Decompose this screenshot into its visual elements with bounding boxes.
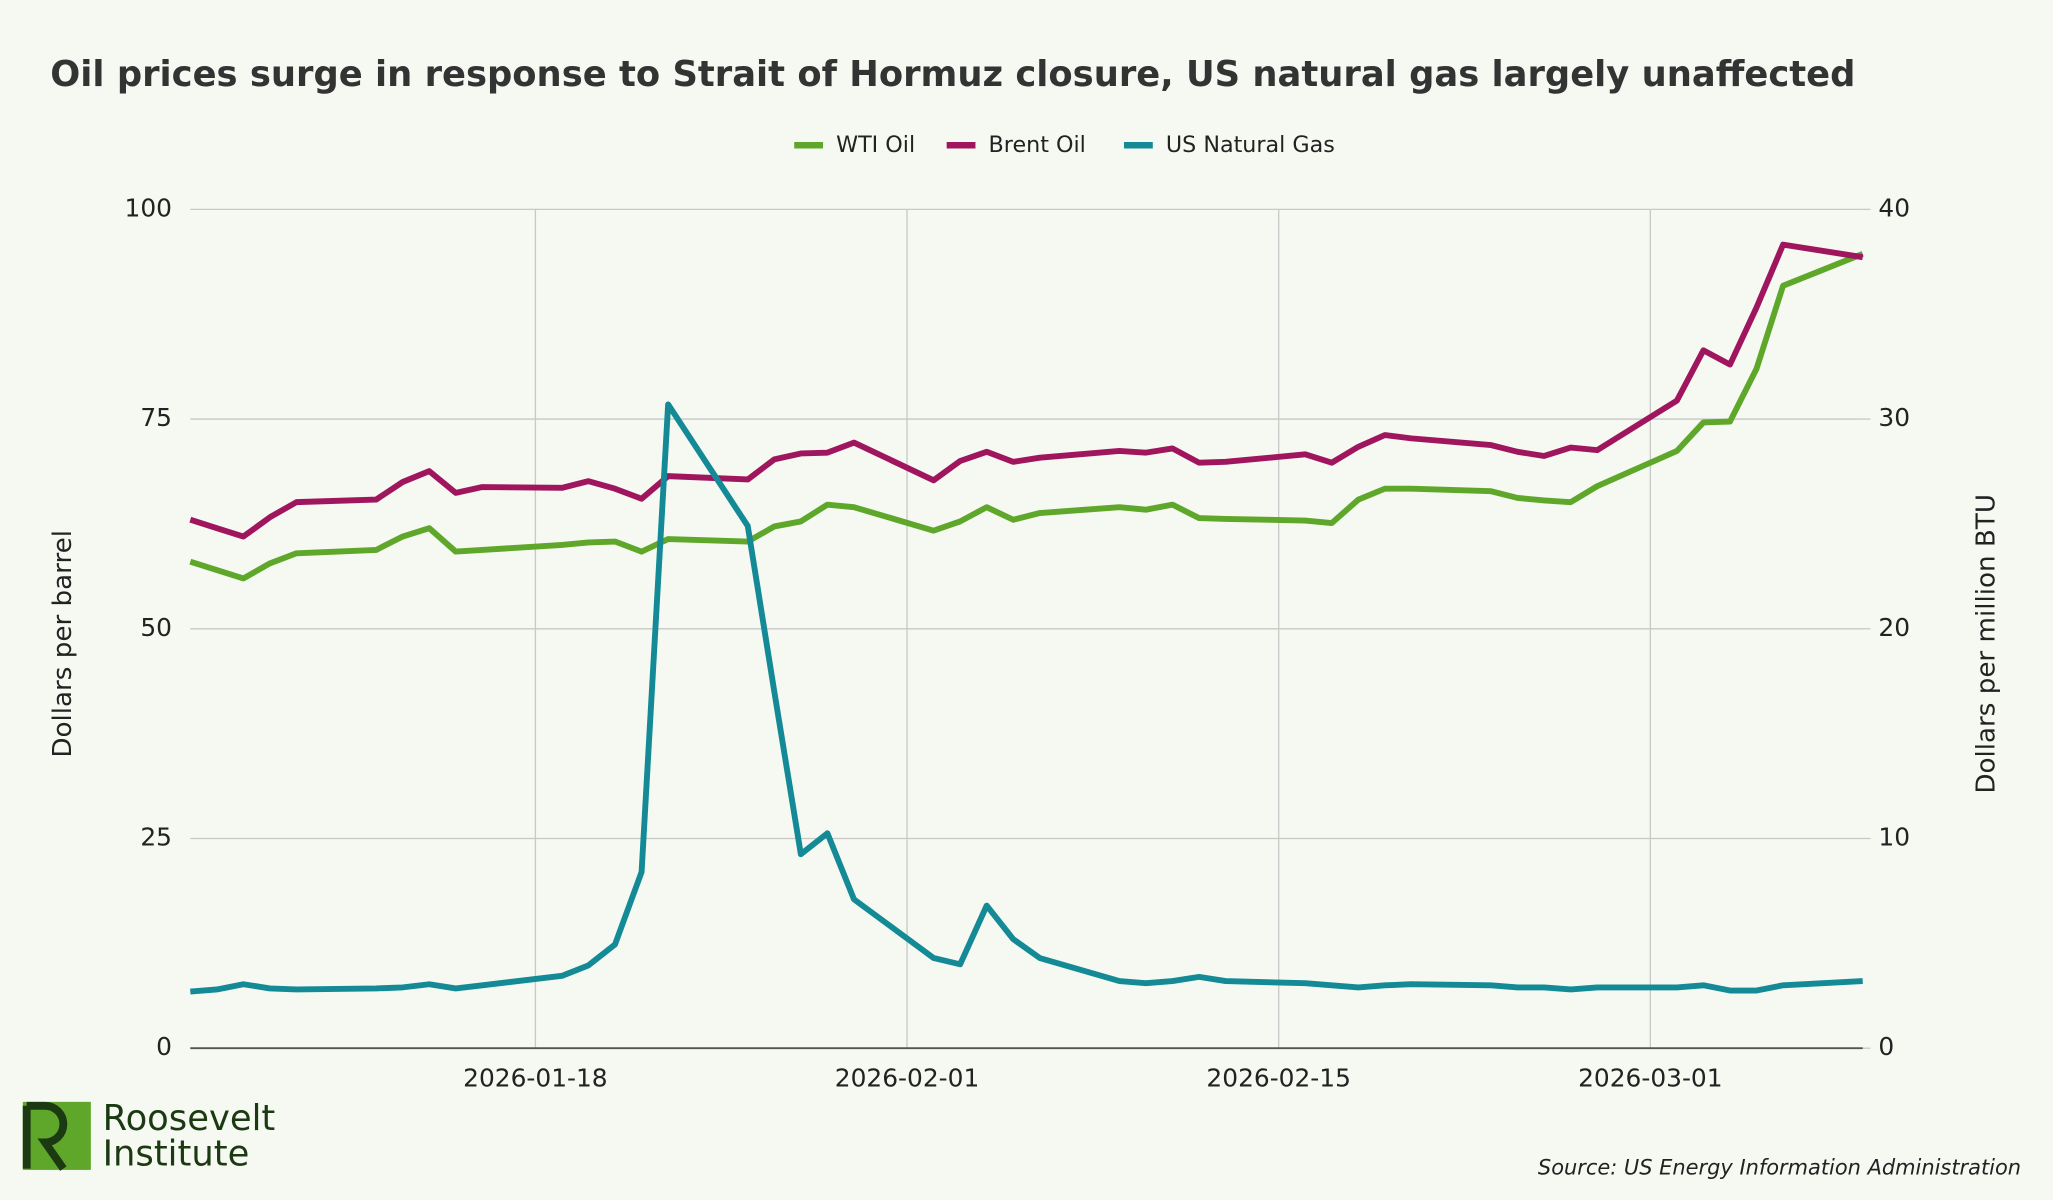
logo: Roosevelt Institute (22, 1098, 276, 1175)
y2-tick-label: 10 (1878, 822, 1910, 851)
legend-label: US Natural Gas (1166, 132, 1335, 158)
source-note: Source: US Energy Information Administra… (1538, 1156, 2021, 1180)
y-tick-label: 0 (156, 1032, 172, 1061)
series-line (190, 401, 1863, 995)
x-tick-label: 2026-02-15 (1206, 1064, 1350, 1093)
logo-letter (22, 1101, 68, 1171)
series-line (189, 251, 1864, 582)
y2-tick-label: 0 (1878, 1032, 1894, 1061)
legend-label: WTI Oil (836, 132, 915, 158)
y2-tick-label: 20 (1878, 613, 1910, 642)
y-tick-label: 50 (140, 613, 172, 642)
series-line (189, 241, 1864, 540)
y-tick-label: 75 (140, 403, 172, 432)
x-tick-label: 2026-02-01 (835, 1064, 979, 1093)
logo-text: Institute (103, 1134, 250, 1175)
legend-label: Brent Oil (989, 132, 1086, 158)
y-tick-label: 100 (125, 193, 172, 222)
logo-text: Roosevelt (103, 1098, 276, 1139)
y2-axis-title: Dollars per million BTU (1972, 494, 2002, 794)
y-axis-title: Dollars per barrel (48, 530, 78, 758)
y2-tick-label: 40 (1878, 193, 1910, 222)
y-tick-label: 25 (140, 822, 172, 851)
y2-tick-label: 30 (1878, 403, 1910, 432)
chart-title: Oil prices surge in response to Strait o… (50, 54, 1855, 95)
x-tick-label: 2026-01-18 (463, 1064, 607, 1093)
x-tick-label: 2026-03-01 (1578, 1064, 1722, 1093)
